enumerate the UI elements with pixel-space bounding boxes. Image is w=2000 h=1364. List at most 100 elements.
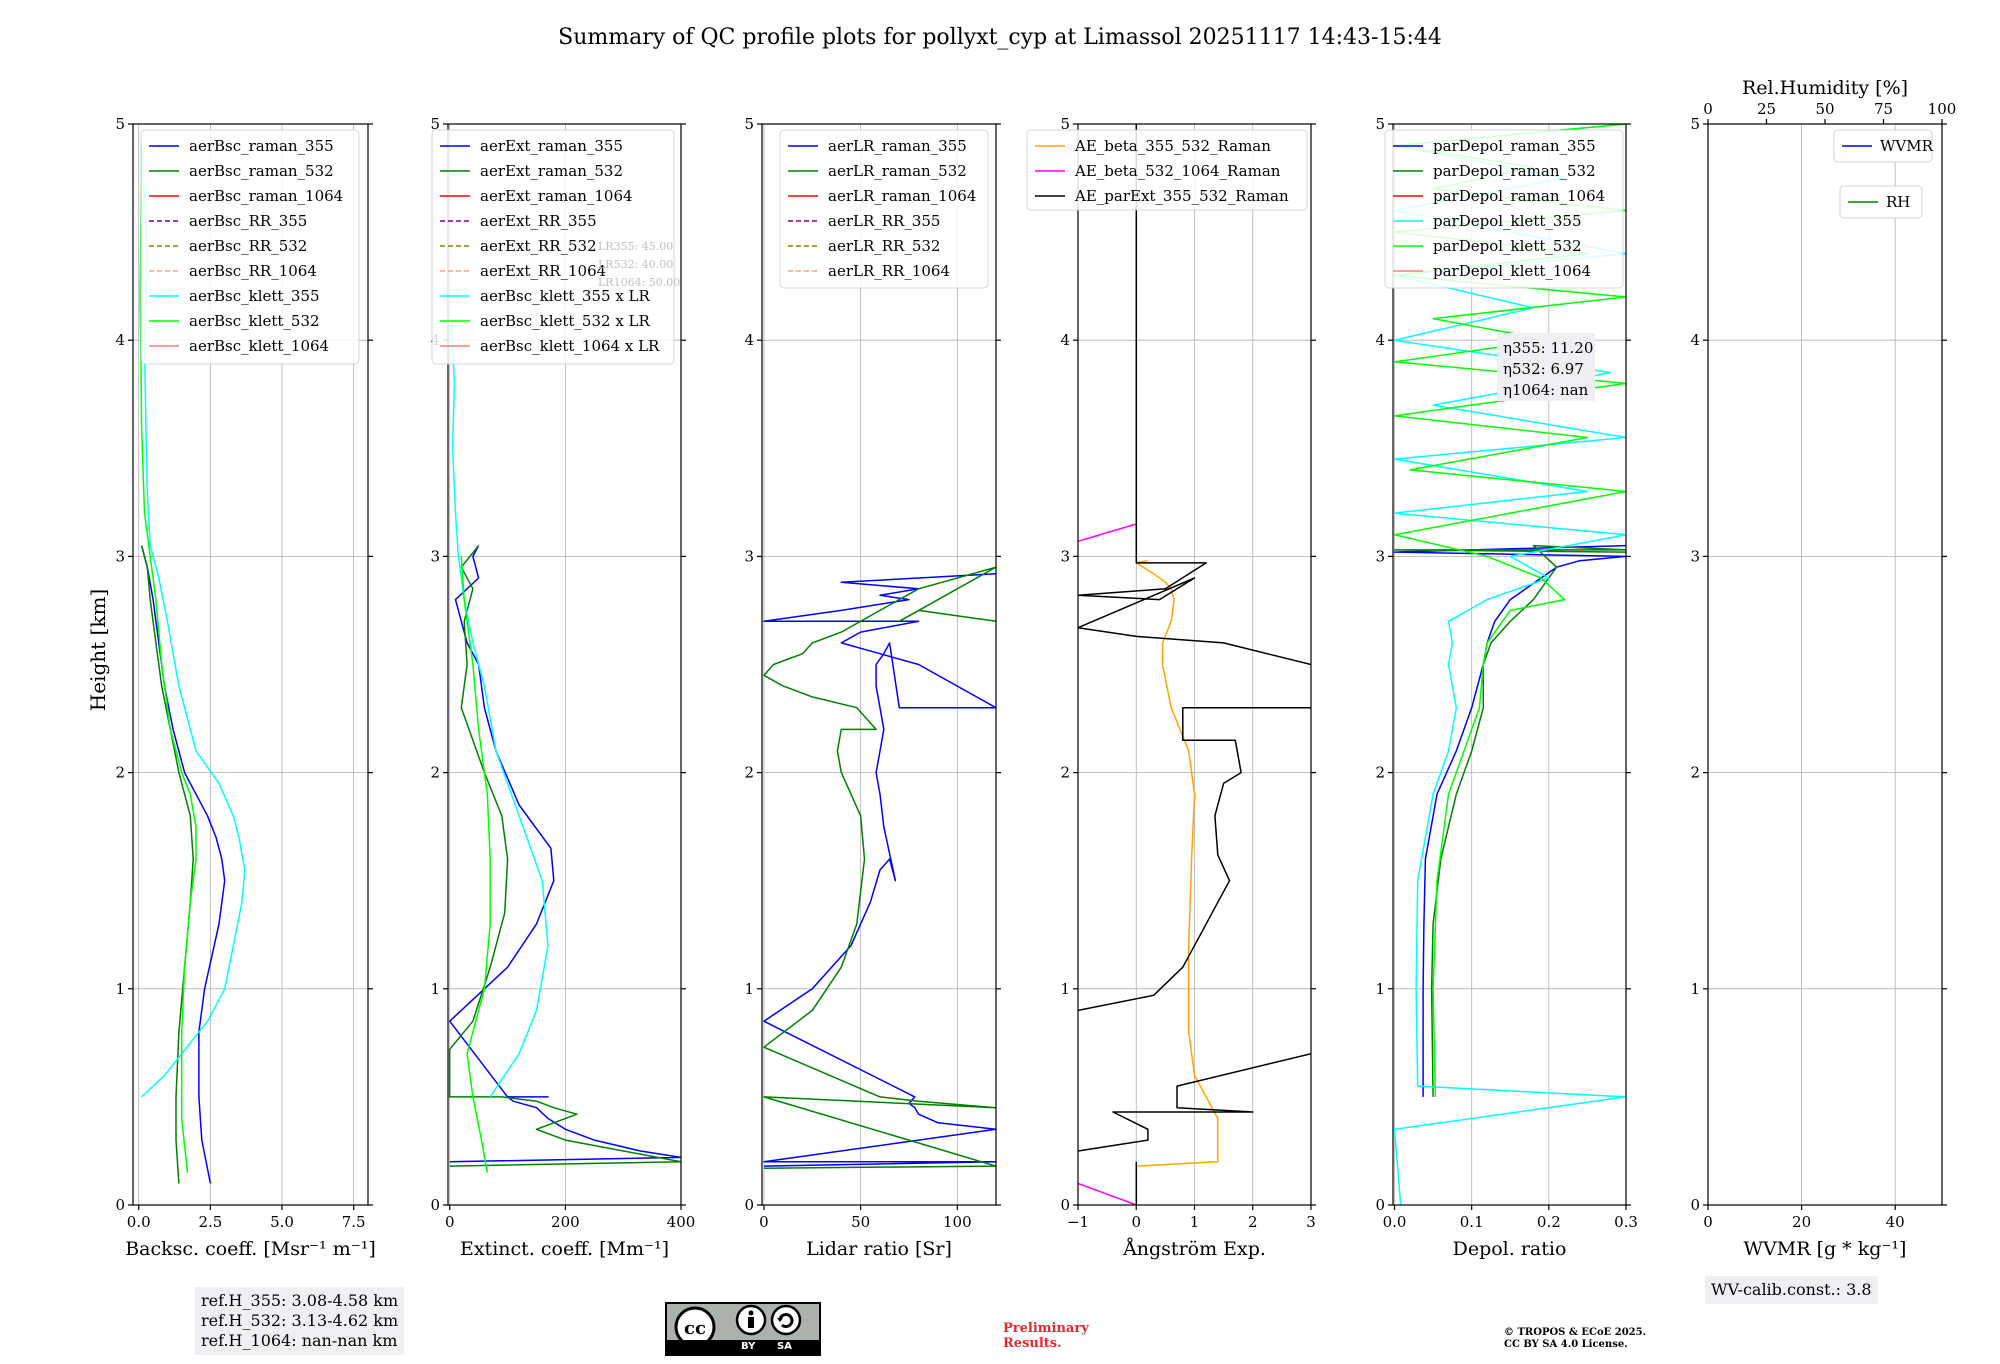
cc-badge-main: cc (684, 1318, 706, 1339)
x-axis-label: WVMR [g * kg⁻¹] (1744, 1238, 1907, 1260)
legend-box (140, 129, 360, 365)
legend-entry: aerBsc_klett_1064 x LR (480, 337, 660, 355)
series-aerExt_raman_355 (448, 545, 681, 1163)
y-tick-label: 3 (430, 547, 440, 565)
series-parDepol_raman_355 (1393, 544, 1626, 1097)
series-group (763, 566, 996, 1169)
x-axis-label: Backsc. coeff. [Msr⁻¹ m⁻¹] (125, 1238, 376, 1260)
x-tick-label: 100 (943, 1213, 972, 1231)
y-tick-label: 2 (1375, 764, 1385, 782)
y-tick-label: 5 (430, 115, 440, 133)
y-tick-label: 4 (744, 331, 754, 349)
y-tick-label: 2 (744, 764, 754, 782)
panel-depol: 0 1 2 3 4 5 0.0 0.1 0.2 0.3 Depol. ratio parDepol_r… (1375, 115, 1637, 1260)
top-x-tick-label: 75 (1874, 100, 1893, 118)
y-tick-label: 1 (1690, 980, 1700, 998)
legend-entry: AE_beta_355_532_Raman (1074, 137, 1271, 155)
y-tick-label: 2 (1060, 764, 1070, 782)
copyright-note: © TROPOS & ECoE 2025. CC BY SA 4.0 Licen… (1504, 1327, 1646, 1351)
legend-entry: parDepol_raman_532 (1433, 162, 1596, 180)
legend-entry: AE_beta_532_1064_Raman (1074, 162, 1281, 180)
top-x-axis-label: Rel.Humidity [%] (1742, 77, 1908, 99)
x-tick-label: 20 (1792, 1213, 1811, 1231)
y-tick-label: 2 (115, 764, 125, 782)
legend-entry: aerLR_RR_1064 (828, 262, 950, 280)
legend-entry: aerExt_raman_1064 (480, 187, 633, 205)
legend-entry: aerBsc_raman_1064 (189, 187, 343, 205)
y-axis-label: Height [km] (86, 589, 110, 711)
series-AE_parExt_355_532_Raman_top (1078, 124, 1311, 666)
panel-backscatter: 0 1 2 3 4 5 0.0 2.5 5.0 7.5 Backsc. coeff. [Msr⁻¹ … (115, 115, 375, 1260)
x-axis-label: Depol. ratio (1453, 1238, 1567, 1260)
top-x-tick-label: 100 (1928, 100, 1957, 118)
legend-entry: RH (1886, 193, 1910, 211)
legend-box (431, 129, 675, 365)
refh-1064: ref.H_1064: nan-nan km (201, 1331, 398, 1350)
axes-frame (1707, 123, 1943, 1206)
y-tick-label: 1 (430, 980, 440, 998)
y-tick-label: 5 (1690, 115, 1700, 133)
y-tick-label: 5 (744, 115, 754, 133)
y-tick-label: 4 (1060, 331, 1070, 349)
preliminary-line-2: Results. (1003, 1336, 1062, 1351)
y-tick-label: 1 (1060, 980, 1070, 998)
legend-entry: aerBsc_RR_532 (189, 237, 307, 255)
y-tick-label: 0 (115, 1196, 125, 1214)
x-tick-label: 0 (1131, 1213, 1141, 1231)
legend-entry: AE_parExt_355_532_Raman (1074, 187, 1289, 205)
legend-entry: parDepol_klett_1064 (1433, 262, 1591, 280)
y-tick-label: 2 (1690, 764, 1700, 782)
lr-note: LR1064: 50.00 (598, 276, 680, 289)
series-parDepol_raman_532 (1393, 544, 1626, 1097)
refh-355: ref.H_355: 3.08-4.58 km (201, 1291, 399, 1310)
legend-entry: aerBsc_klett_355 x LR (480, 287, 651, 305)
legend-entry: aerLR_raman_532 (828, 162, 967, 180)
cc-license-badge: cc BY SA (665, 1302, 821, 1356)
preliminary-line-1: Preliminary (1003, 1321, 1089, 1336)
legend-entry: parDepol_raman_1064 (1433, 187, 1605, 205)
axes-frame (1392, 123, 1627, 1206)
x-tick-label: 0.0 (127, 1213, 151, 1231)
legend-entry: aerExt_RR_532 (480, 237, 597, 255)
x-tick-label: 0.2 (1537, 1213, 1561, 1231)
legend-box (779, 129, 989, 289)
y-tick-label: 5 (1060, 115, 1070, 133)
legend-entry: aerLR_raman_355 (828, 137, 967, 155)
lr-note: LR532: 40.00 (598, 258, 673, 271)
series-aerBsc_klett_532 (139, 145, 197, 1173)
eta-label: η532: 6.97 (1503, 360, 1584, 378)
x-axis-label: Lidar ratio [Sr] (806, 1238, 952, 1260)
y-tick-label: 3 (1375, 547, 1385, 565)
top-x-tick-label: 50 (1815, 100, 1834, 118)
copyright-line-2: CC BY SA 4.0 License. (1504, 1339, 1628, 1350)
top-x-tick-label: 25 (1757, 100, 1776, 118)
eta-label: η355: 11.20 (1503, 339, 1593, 357)
x-tick-label: 2 (1248, 1213, 1258, 1231)
series-aerBsc_raman_355 (140, 545, 226, 1184)
x-tick-label: 0.1 (1460, 1213, 1484, 1231)
series-AE_beta_532_1064_Raman (1078, 1182, 1137, 1205)
legend-entry: aerBsc_RR_355 (189, 212, 307, 230)
legend-entry: aerExt_raman_532 (480, 162, 623, 180)
y-tick-label: 0 (1690, 1196, 1700, 1214)
y-tick-label: 1 (1375, 980, 1385, 998)
x-tick-label: 1 (1190, 1213, 1200, 1231)
x-tick-label: 2.5 (198, 1213, 222, 1231)
legend-box (1833, 129, 1933, 163)
panel-extinction: 0123450200400Extinct. coeff. [Mm⁻¹]aerEx… (430, 115, 695, 1260)
axes-frame (761, 123, 997, 1206)
lr-note: LR355: 45.00 (598, 240, 673, 253)
y-tick-label: 0 (1060, 1196, 1070, 1214)
legend-entry: parDepol_klett_355 (1433, 212, 1582, 230)
chart-title: Summary of QC profile plots for pollyxt_… (558, 25, 1442, 50)
x-tick-label: −1 (1067, 1213, 1089, 1231)
y-tick-label: 3 (1690, 547, 1700, 565)
top-x-tick-label: 0 (1703, 100, 1713, 118)
series-AE_parExt_355_532_Raman_main (1078, 706, 1311, 1012)
y-tick-label: 4 (115, 331, 125, 349)
series-aerBsc_klett_355 (140, 145, 246, 1098)
y-tick-label: 1 (744, 980, 754, 998)
